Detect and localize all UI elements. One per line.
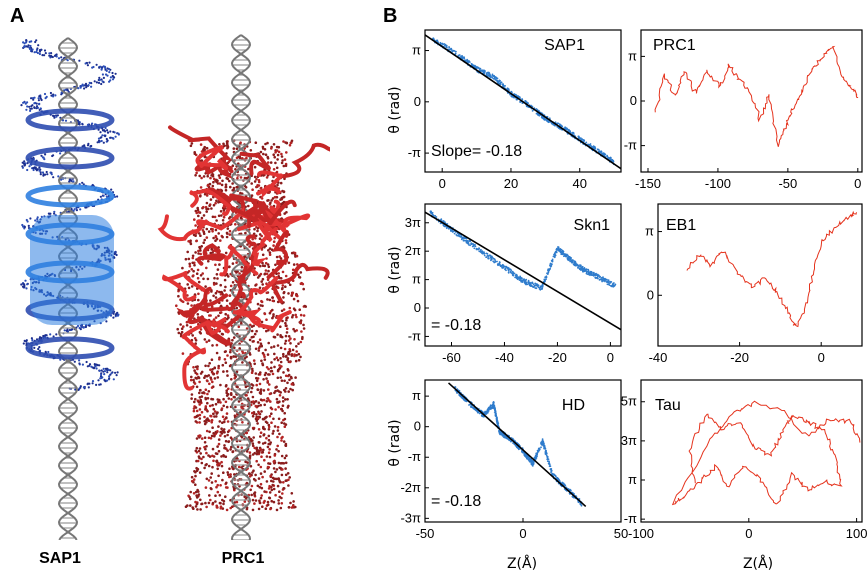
panel-a-letter: A — [10, 5, 24, 27]
x-tick-label: -100 — [628, 526, 654, 541]
x-tick-label: 50 — [614, 526, 628, 541]
plot-sap1-fit-line — [425, 34, 621, 170]
x-tick-label: -100 — [705, 176, 731, 191]
sap1-protein-ribbon — [25, 108, 115, 360]
y-tick-label: -π — [408, 449, 421, 464]
y-tick-label: π — [412, 272, 421, 287]
y-tick-label: -π — [624, 511, 637, 526]
x-tick-label: 40 — [573, 176, 587, 191]
plot-sap1-slope-annotation: Slope= -0.18 — [431, 143, 522, 160]
x-tick-label: -50 — [778, 176, 797, 191]
plot-skn1-fit-line — [425, 211, 621, 331]
y-tick-label: 0 — [414, 94, 421, 109]
plot-eb1-trace — [686, 210, 857, 328]
y-axis-label-row3: θ (rad) — [387, 419, 403, 466]
x-tick-label: 0 — [818, 350, 825, 365]
prc1-protein-tube — [157, 125, 330, 391]
plot-skn1-frame — [424, 203, 622, 347]
plot-tau-label: Tau — [655, 397, 681, 414]
y-tick-label: -3π — [400, 510, 421, 525]
x-tick-label: 0 — [854, 176, 861, 191]
plot-eb1: -40 -20 0 π 0 EB1 — [645, 203, 863, 365]
y-tick-label: 2π — [405, 243, 421, 258]
x-tick-label: 100 — [846, 526, 867, 541]
plot-prc1-trace — [654, 45, 859, 147]
y-tick-label: π — [645, 224, 654, 239]
y-tick-label: 3π — [621, 433, 637, 448]
x-tick-label: 0 — [439, 176, 446, 191]
x-tick-label: 20 — [504, 176, 518, 191]
plot-prc1-label: PRC1 — [653, 37, 696, 54]
y-tick-label: π — [412, 388, 421, 403]
x-tick-label: 0 — [745, 526, 752, 541]
plot-skn1-points — [429, 210, 617, 291]
y-tick-label: 5π — [621, 394, 637, 409]
panel-b-letter: B — [383, 5, 397, 27]
plot-hd-label: HD — [562, 397, 585, 414]
y-tick-label: -π — [408, 145, 421, 160]
y-tick-label: -π — [624, 138, 637, 153]
x-tick-label: -150 — [635, 176, 661, 191]
x-axis-label-left: Z(Å) — [507, 555, 537, 572]
plot-skn1-slope-annotation: = -0.18 — [431, 317, 481, 334]
plot-hd: -50 0 50 π 0 -π -2π -3π HD = -0.18 — [400, 379, 628, 541]
plot-sap1-label: SAP1 — [544, 37, 585, 54]
x-tick-label: -20 — [548, 350, 567, 365]
plot-eb1-frame — [657, 203, 863, 347]
panel-a-right-label: PRC1 — [222, 550, 265, 567]
y-tick-label: π — [628, 48, 637, 63]
plot-prc1: -150 -100 -50 0 π 0 -π PRC1 — [624, 29, 863, 191]
y-axis-label-row1: θ (rad) — [387, 86, 403, 133]
plot-hd-slope-annotation: = -0.18 — [431, 493, 481, 510]
y-tick-label: 0 — [630, 93, 637, 108]
y-axis-label-row2: θ (rad) — [387, 246, 403, 293]
y-tick-label: 0 — [414, 300, 421, 315]
plot-skn1: -60 -40 -20 0 3π 2π π 0 -π Skn1 = -0.18 — [405, 203, 622, 365]
x-tick-label: -60 — [442, 350, 461, 365]
x-tick-label: -40 — [649, 350, 668, 365]
y-tick-label: 0 — [414, 419, 421, 434]
plot-tau: -100 0 100 5π 3π π -π Tau — [621, 379, 867, 541]
x-tick-label: 0 — [607, 350, 614, 365]
x-axis-label-right: Z(Å) — [743, 555, 773, 572]
y-tick-label: π — [412, 43, 421, 58]
y-tick-label: π — [628, 472, 637, 487]
panel-a-illustration — [20, 34, 330, 540]
y-tick-label: -π — [408, 328, 421, 343]
plot-skn1-label: Skn1 — [574, 217, 611, 234]
plot-tau-trace — [671, 400, 861, 506]
y-tick-label: 3π — [405, 215, 421, 230]
plot-hd-fit-line — [447, 382, 587, 508]
x-tick-label: -40 — [495, 350, 514, 365]
plot-tau-frame — [640, 379, 863, 523]
plot-sap1: 0 20 40 π 0 -π SAP1 Slope= -0.18 — [408, 29, 622, 191]
x-tick-label: 0 — [519, 526, 526, 541]
plot-eb1-label: EB1 — [666, 217, 696, 234]
y-tick-label: 0 — [647, 287, 654, 302]
panel-a-left-label: SAP1 — [39, 550, 81, 567]
x-tick-label: -50 — [416, 526, 435, 541]
plot-sap1-frame — [424, 29, 622, 173]
x-tick-label: -20 — [730, 350, 749, 365]
y-tick-label: -2π — [400, 480, 421, 495]
